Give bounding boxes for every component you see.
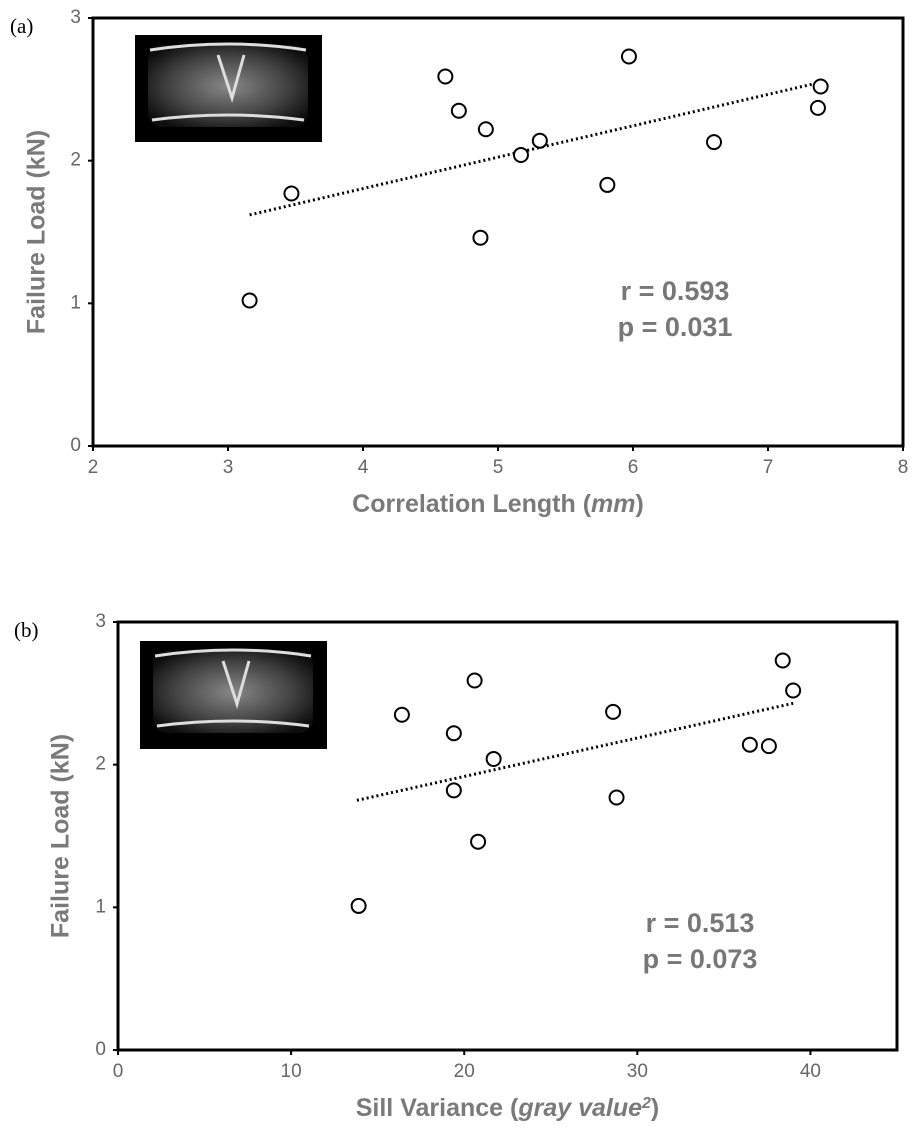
inset-image-b — [140, 641, 327, 749]
point — [512, 146, 529, 163]
y-tick-label: 1 — [70, 292, 81, 313]
x-axis-label-part: Sill Variance ( — [356, 1094, 519, 1122]
point — [760, 738, 777, 755]
x-axis-label-part: ) — [651, 1094, 659, 1122]
point — [477, 121, 494, 138]
point — [809, 99, 826, 116]
x-tick-label: 0 — [113, 1061, 124, 1082]
point — [531, 132, 548, 149]
y-tick-label: 3 — [95, 611, 106, 632]
x-tick-label: 2 — [88, 457, 99, 478]
annotation: p = 0.073 — [643, 944, 758, 974]
point — [466, 672, 483, 689]
point — [706, 134, 722, 151]
panel-label: (a) — [10, 14, 33, 38]
chart-panel: 0 1 2 3 2 3 4 5 6 7 8 Correlation Length (mm) Failur… — [10, 7, 908, 518]
y-tick-label: 2 — [70, 150, 81, 171]
annotation: p = 0.031 — [618, 312, 733, 342]
x-tick-label: 10 — [281, 1061, 302, 1082]
point — [608, 789, 625, 806]
point — [350, 897, 367, 914]
trendline — [249, 80, 821, 217]
annotation: r = 0.513 — [646, 908, 755, 938]
x-axis-label: Sill Variance (gray value2) — [356, 1094, 660, 1122]
point — [445, 782, 462, 799]
point — [741, 736, 758, 753]
x-axis-label-part: gray value — [517, 1094, 642, 1122]
point — [485, 750, 502, 767]
point — [283, 185, 300, 202]
point — [605, 703, 622, 720]
x-tick-label: 5 — [493, 457, 504, 478]
annotation: r = 0.593 — [621, 276, 730, 306]
y-tick-label: 2 — [95, 754, 106, 775]
x-tick-label: 3 — [223, 457, 234, 478]
y-tick-label: 0 — [95, 1039, 106, 1060]
point — [599, 176, 616, 193]
trendline — [356, 701, 794, 802]
x-axis-label-part: mm — [591, 490, 635, 518]
x-tick-label: 7 — [763, 457, 774, 478]
plot-frame — [116, 620, 899, 1052]
point — [445, 725, 462, 742]
point — [620, 48, 637, 65]
point — [472, 229, 489, 246]
point — [774, 652, 791, 669]
point — [470, 833, 487, 850]
x-tick-label: 4 — [358, 457, 369, 478]
x-tick-label: 6 — [628, 457, 639, 478]
panel-label: (b) — [14, 618, 39, 642]
point — [241, 292, 258, 309]
y-tick-label: 3 — [70, 7, 81, 28]
point — [812, 78, 829, 95]
y-tick-label: 0 — [70, 435, 81, 456]
x-axis-label: Correlation Length (mm) — [352, 490, 644, 518]
x-axis-label-part: ) — [636, 490, 644, 518]
x-tick-label: 20 — [454, 1061, 475, 1082]
point — [785, 682, 802, 699]
point — [393, 706, 410, 723]
x-tick-label: 8 — [898, 457, 909, 478]
y-tick-label: 1 — [95, 896, 106, 917]
x-tick-label: 30 — [627, 1061, 648, 1082]
x-axis-label-part: Correlation Length ( — [352, 490, 592, 518]
point — [437, 68, 454, 85]
inset-image-a — [135, 35, 322, 142]
x-axis-label-part: 2 — [641, 1095, 651, 1112]
y-axis-label: Failure Load (kN) — [23, 130, 51, 334]
point — [450, 102, 467, 119]
y-axis-label: Failure Load (kN) — [47, 734, 75, 938]
x-tick-label: 40 — [800, 1061, 821, 1082]
